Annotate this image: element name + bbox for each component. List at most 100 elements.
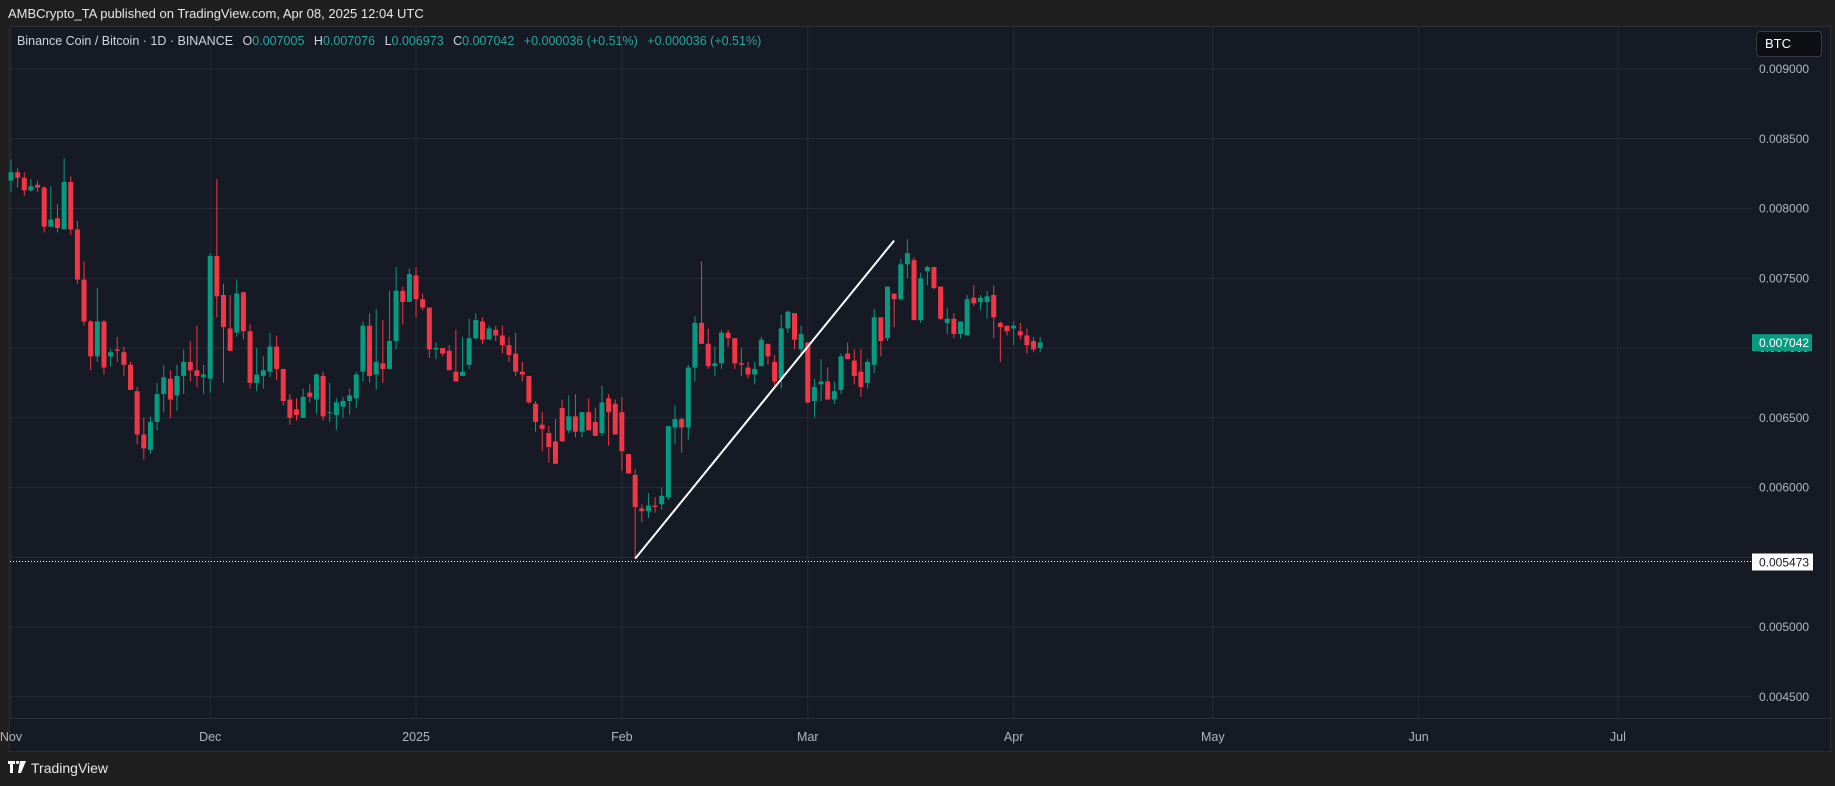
candle-down — [825, 381, 831, 400]
candle-down — [971, 297, 977, 304]
candle-up — [672, 419, 678, 428]
candle-down — [805, 342, 811, 403]
candle-down — [533, 403, 539, 422]
candle-down — [679, 419, 685, 428]
time-tick-label: 2025 — [402, 730, 430, 744]
candle-up — [811, 387, 817, 402]
price-tick-label: 0.005000 — [1759, 620, 1809, 634]
change-value-secondary: +0.000036 (+0.51%) — [647, 34, 762, 48]
candle-down — [891, 293, 897, 300]
tradingview-logo-icon — [8, 760, 26, 776]
candle-down — [732, 338, 738, 364]
candle-up — [898, 264, 904, 300]
candle-down — [446, 350, 452, 371]
last-price-badge — [1752, 334, 1812, 352]
support-price-badge — [1752, 553, 1813, 571]
candle-down — [420, 299, 426, 308]
candle-up — [373, 361, 379, 375]
price-tick-label: 0.009000 — [1759, 62, 1809, 76]
trend-line[interactable] — [634, 239, 895, 560]
candle-down — [400, 290, 406, 302]
trend-line-segment[interactable] — [634, 239, 895, 560]
candle-down — [705, 343, 711, 367]
candle-down — [851, 360, 857, 376]
candle-up — [871, 317, 877, 365]
candle-up — [904, 253, 910, 265]
candle-down — [141, 434, 147, 449]
candle-down — [586, 412, 592, 431]
candle-down — [194, 370, 200, 376]
candle-down — [513, 353, 519, 372]
tradingview-logo-icon-svg — [8, 761, 26, 773]
candle-down — [240, 292, 246, 332]
candle-up — [300, 396, 306, 418]
candle-up — [147, 421, 153, 450]
symbol-title: Binance Coin / Bitcoin · 1D · BINANCE — [17, 34, 234, 48]
candle-down — [938, 286, 944, 319]
candle-up — [360, 325, 366, 372]
high-label: H — [313, 34, 323, 48]
candle-up — [831, 391, 837, 400]
candle-up — [758, 339, 764, 367]
candle-down — [526, 375, 532, 403]
price-tick-label: 0.007500 — [1759, 271, 1809, 285]
candle-down — [552, 441, 558, 464]
high-value: 0.007076 — [322, 34, 376, 48]
candle-down — [121, 352, 127, 365]
candle-up — [486, 328, 492, 340]
price-axis[interactable]: 0.0090000.0085000.0080000.0075000.007000… — [1759, 62, 1809, 704]
time-tick-label: May — [1201, 730, 1225, 744]
candle-up — [599, 402, 605, 434]
time-tick-label: Apr — [1004, 730, 1023, 744]
currency-button[interactable]: BTC — [1756, 31, 1822, 57]
candle-down — [227, 328, 233, 351]
candle-down — [519, 371, 525, 375]
candle-down — [307, 392, 313, 397]
candle-up — [207, 255, 213, 379]
candle-down — [765, 343, 771, 357]
candle-up — [473, 320, 479, 339]
candle-down — [128, 364, 134, 390]
candle-up — [1037, 342, 1043, 348]
candle-down — [626, 454, 632, 474]
candle-up — [267, 346, 273, 372]
candle-down — [74, 229, 80, 280]
time-tick-label: Dec — [199, 730, 221, 744]
candle-down — [493, 329, 499, 336]
candle-up — [718, 332, 724, 364]
candle-down — [134, 391, 140, 435]
candle-down — [911, 260, 917, 321]
candle-up — [181, 361, 187, 376]
candle-down — [1024, 335, 1030, 346]
candle-down — [280, 368, 286, 402]
candle-up — [48, 219, 54, 227]
candle-down — [499, 335, 505, 346]
candle-down — [380, 363, 386, 369]
candle-down — [606, 398, 612, 413]
candle-down — [287, 399, 293, 418]
time-tick-label: Mar — [797, 730, 819, 744]
candle-down — [858, 371, 864, 388]
candle-down — [539, 424, 545, 429]
candle-down — [413, 275, 419, 300]
candle-up — [579, 412, 585, 432]
candle-down — [792, 313, 798, 340]
candle-down — [652, 505, 658, 508]
time-axis[interactable]: Nov Dec 2025 Feb Mar Apr May Jun Jul — [0, 730, 1626, 744]
open-value: 0.007005 — [252, 34, 305, 48]
price-tick-label: 0.008000 — [1759, 202, 1809, 216]
candle-up — [466, 338, 472, 365]
candle-up — [234, 293, 240, 333]
candle-up — [347, 395, 353, 402]
candle-down — [592, 421, 598, 436]
candle-down — [320, 375, 326, 417]
price-tick-label: 0.008500 — [1759, 132, 1809, 146]
candle-up — [645, 505, 651, 512]
candle-up — [94, 321, 100, 357]
candle-up — [28, 186, 34, 191]
last-price-value: 0.007042 — [1759, 336, 1809, 350]
candle-down — [367, 325, 373, 376]
candle-down — [294, 409, 300, 415]
tradingview-brand: TradingView — [31, 760, 109, 776]
